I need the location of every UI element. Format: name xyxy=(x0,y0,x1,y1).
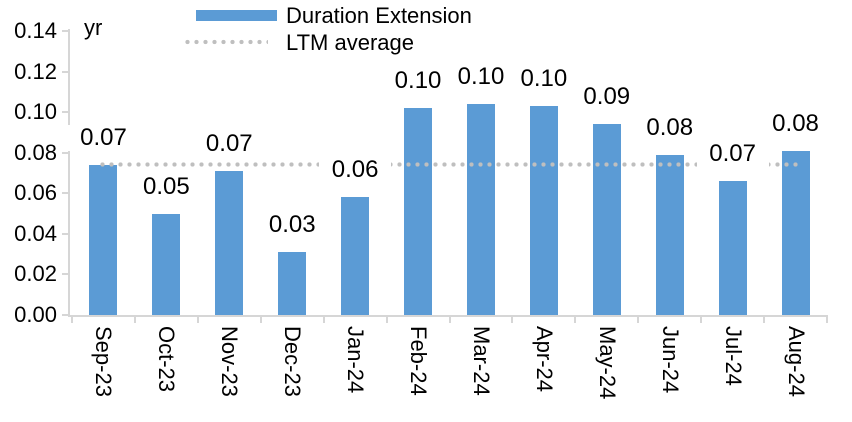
bar-value-label-oct-23: 0.05 xyxy=(130,173,203,200)
y-axis-tick-label: 0.00 xyxy=(14,302,57,327)
x-axis-label-feb-24: Feb-24 xyxy=(406,326,432,396)
bar-value-label-feb-24: 0.10 xyxy=(382,68,455,95)
x-axis-label-mar-24: Mar-24 xyxy=(468,326,494,396)
x-axis-tick xyxy=(511,317,514,323)
bar-jul-24 xyxy=(718,181,747,315)
y-axis-tick xyxy=(62,314,69,316)
bar-value-label-jun-24: 0.08 xyxy=(633,114,706,141)
x-axis-label-may-24: May-24 xyxy=(594,326,620,400)
y-axis-unit-label: yr xyxy=(84,15,103,40)
y-axis-tick xyxy=(62,151,69,154)
bar-value-label-jul-24: 0.07 xyxy=(696,141,769,168)
y-axis-tick-label: 0.02 xyxy=(14,261,57,287)
y-axis-tick xyxy=(62,273,69,276)
y-axis-tick xyxy=(62,192,69,195)
x-axis-tick xyxy=(574,317,577,323)
x-axis-tick xyxy=(826,317,828,323)
x-axis-label-apr-24: Apr-24 xyxy=(531,326,557,393)
x-axis-label-jun-24: Jun-24 xyxy=(657,326,683,394)
x-axis-tick xyxy=(71,317,73,323)
bar-mar-24 xyxy=(466,104,495,315)
bar-feb-24 xyxy=(404,108,433,315)
y-axis-tick-label: 0.06 xyxy=(14,180,57,206)
x-axis-tick xyxy=(448,317,451,323)
bar-sep-23 xyxy=(89,164,118,315)
y-axis-tick-label: 0.04 xyxy=(14,220,57,246)
bar-jun-24 xyxy=(655,154,684,315)
bar-value-label-sep-23: 0.07 xyxy=(67,124,140,151)
y-axis-tick-label: 0.12 xyxy=(14,58,57,84)
x-axis-line xyxy=(68,315,828,317)
bar-value-label-may-24: 0.09 xyxy=(570,84,643,111)
y-axis-tick-label: 0.14 xyxy=(14,18,57,43)
x-axis-label-aug-24: Aug-24 xyxy=(783,326,809,397)
y-axis-line xyxy=(68,29,70,317)
bar-value-label-apr-24: 0.10 xyxy=(507,66,580,93)
bar-aug-24 xyxy=(781,150,810,315)
bar-jan-24 xyxy=(341,197,370,315)
y-axis-tick xyxy=(62,30,69,32)
bar-nov-23 xyxy=(215,170,244,315)
y-axis-tick xyxy=(62,232,69,235)
legend-label-ltm-average: LTM average xyxy=(286,30,414,55)
x-axis-label-nov-23: Nov-23 xyxy=(217,326,243,397)
x-axis-tick xyxy=(700,317,703,323)
legend-label-duration-extension: Duration Extension xyxy=(286,3,472,28)
bar-value-label-dec-23: 0.03 xyxy=(256,212,329,239)
bar-value-label-mar-24: 0.10 xyxy=(444,64,517,91)
bar-value-label-jan-24: 0.06 xyxy=(319,157,392,184)
x-axis-tick xyxy=(133,317,136,323)
y-axis-tick xyxy=(62,111,69,114)
x-axis-label-oct-23: Oct-23 xyxy=(154,326,180,393)
legend-dotted-line-swatch-icon xyxy=(183,39,268,45)
bar-oct-23 xyxy=(152,213,181,315)
bar-dec-23 xyxy=(278,252,307,315)
y-axis-tick xyxy=(62,70,69,73)
x-axis-tick xyxy=(322,317,325,323)
x-axis-label-jan-24: Jan-24 xyxy=(343,326,369,394)
ltm-average-line xyxy=(98,162,801,168)
x-axis-tick xyxy=(385,317,388,323)
bar-apr-24 xyxy=(529,106,558,315)
x-axis-tick xyxy=(763,317,766,323)
y-axis-tick-label: 0.08 xyxy=(14,139,57,165)
bar-may-24 xyxy=(592,124,621,315)
x-axis-label-dec-23: Dec-23 xyxy=(280,326,306,397)
x-axis-tick xyxy=(259,317,262,323)
y-axis-tick-label: 0.10 xyxy=(14,99,57,125)
bar-value-label-aug-24: 0.08 xyxy=(759,110,832,137)
x-axis-label-jul-24: Jul-24 xyxy=(720,326,746,386)
x-axis-tick xyxy=(637,317,640,323)
bar-value-label-nov-23: 0.07 xyxy=(193,130,266,157)
x-axis-tick xyxy=(196,317,199,323)
x-axis-label-sep-23: Sep-23 xyxy=(91,326,117,397)
legend-bar-swatch-icon xyxy=(196,10,277,21)
